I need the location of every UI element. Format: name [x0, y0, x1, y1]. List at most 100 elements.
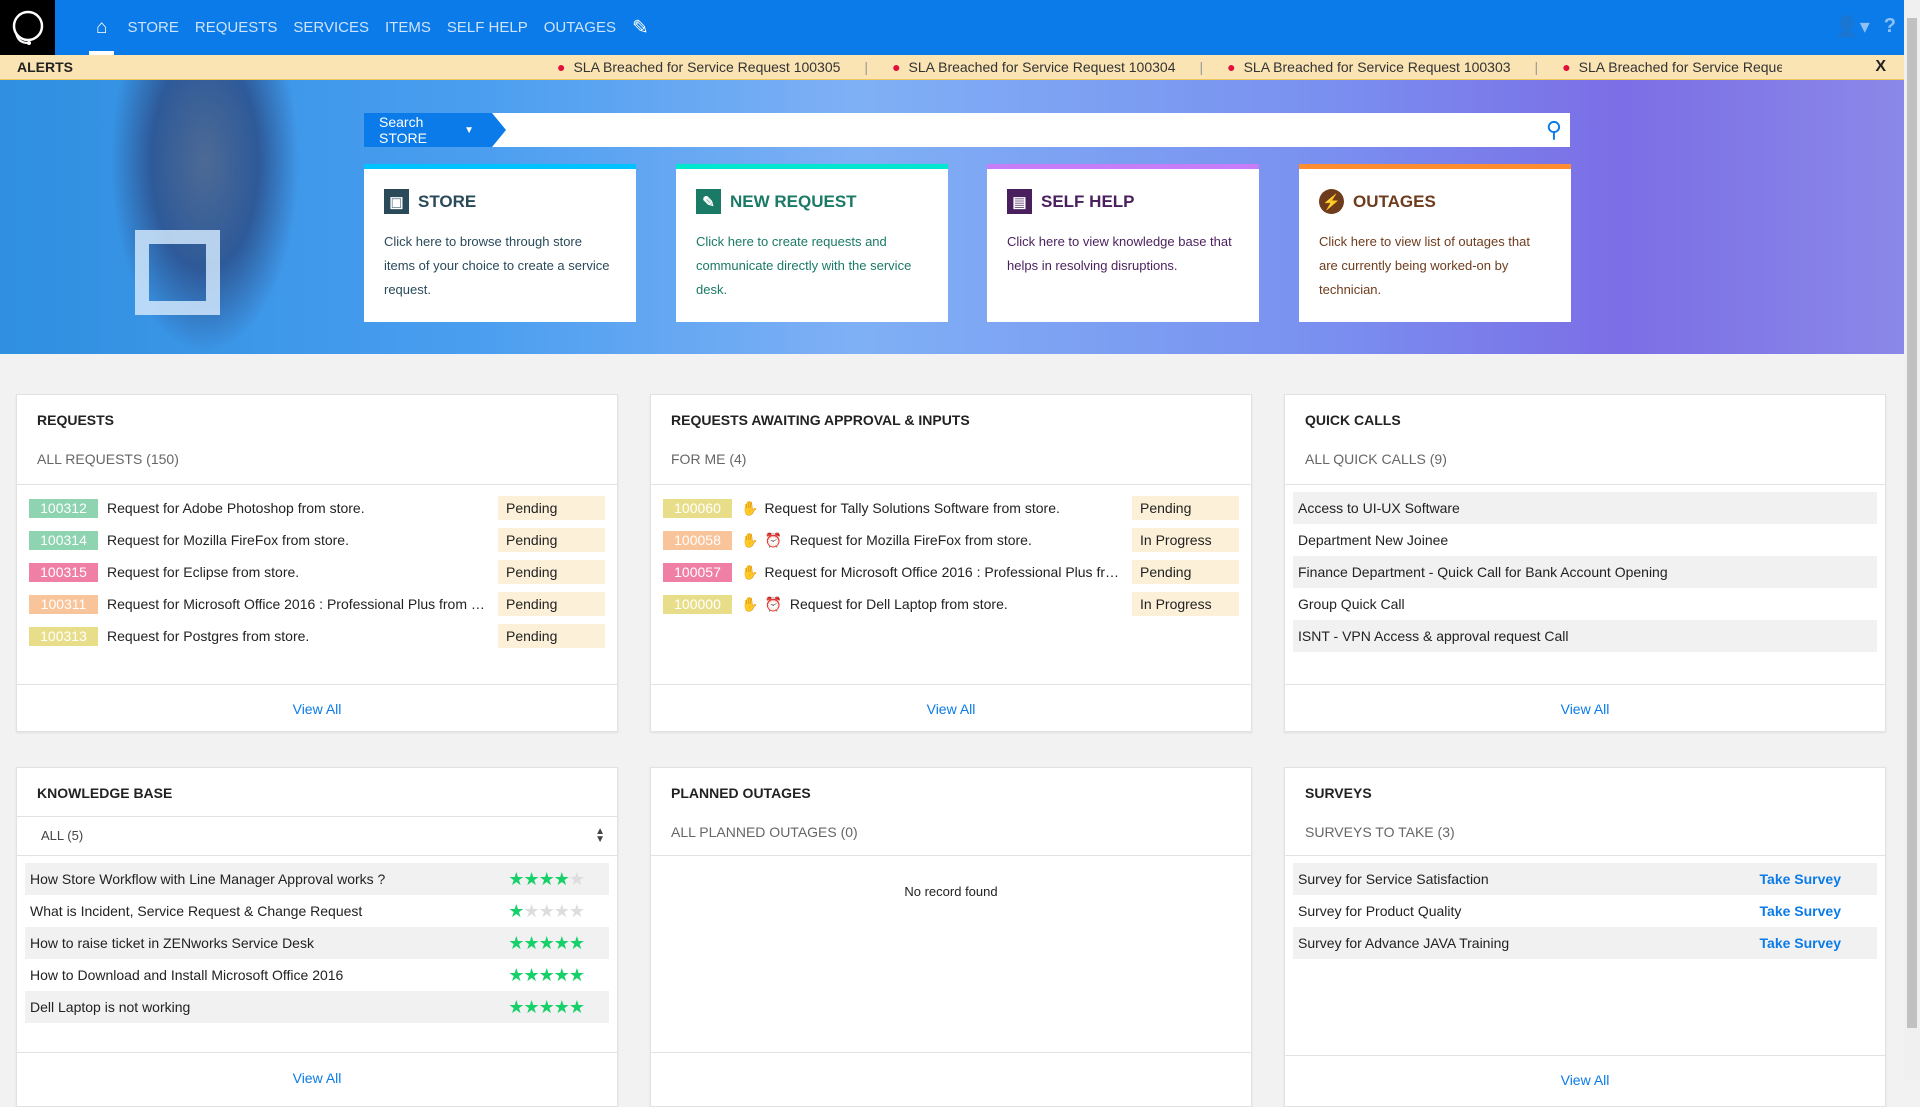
- hand-icon: ✋: [741, 499, 759, 516]
- headset-logo-icon: [12, 10, 43, 45]
- alert-item[interactable]: ● SLA Breached for Service Request 100304: [892, 59, 1175, 75]
- star-icon: ★: [523, 868, 539, 889]
- approval-row[interactable]: 100060 ✋ Request for Tally Solutions Softw…: [663, 492, 1239, 524]
- view-all-link[interactable]: View All: [1560, 1072, 1610, 1088]
- request-id-badge[interactable]: 100057: [663, 562, 732, 582]
- kb-article-title[interactable]: How to Download and Install Microsoft Of…: [30, 967, 344, 983]
- request-title[interactable]: Request for Mozilla FireFox from store.: [789, 532, 1032, 548]
- view-all-link[interactable]: View All: [292, 701, 342, 717]
- request-id-badge[interactable]: 100058: [663, 530, 732, 550]
- approval-row[interactable]: 100000 ✋ ⏰ Request for Dell Laptop from sto…: [663, 588, 1239, 620]
- kb-article-row[interactable]: How to Download and Install Microsoft Of…: [25, 959, 609, 991]
- panel-title: QUICK CALLS: [1305, 412, 1401, 428]
- request-row[interactable]: 100311 Request for Microsoft Office 2016 …: [29, 588, 605, 620]
- take-survey-link[interactable]: Take Survey: [1759, 903, 1841, 919]
- all-quick-calls-link[interactable]: ALL QUICK CALLS (9): [1305, 451, 1447, 467]
- nav-store[interactable]: STORE: [127, 19, 179, 36]
- home-icon[interactable]: ⌂: [88, 0, 116, 55]
- quick-call-item[interactable]: Group Quick Call: [1298, 596, 1405, 612]
- request-id-badge[interactable]: 100313: [29, 626, 98, 646]
- take-survey-link[interactable]: Take Survey: [1759, 871, 1841, 887]
- star-icon: ★: [508, 900, 524, 921]
- kb-filter-select[interactable]: ALL (5) ▲ ▼: [41, 816, 605, 855]
- logo[interactable]: [0, 0, 55, 55]
- kb-article-row[interactable]: Dell Laptop is not working ★★★★★: [25, 991, 609, 1023]
- surveys-to-take-link[interactable]: SURVEYS TO TAKE (3): [1305, 824, 1455, 840]
- request-row[interactable]: 100313 Request for Postgres from store. Pe…: [29, 620, 605, 652]
- book-icon: ▤: [1007, 189, 1032, 214]
- user-menu-icon[interactable]: 👤▾: [1834, 16, 1870, 38]
- quick-call-item[interactable]: ISNT - VPN Access & approval request Cal…: [1293, 620, 1877, 652]
- search-scope-dropdown[interactable]: Search STORE ▼: [364, 113, 506, 147]
- view-all-link[interactable]: View All: [1560, 701, 1610, 717]
- status-badge: Pending: [498, 496, 605, 520]
- request-id-badge[interactable]: 100314: [29, 530, 98, 550]
- request-id-badge[interactable]: 100000: [663, 594, 732, 614]
- request-row[interactable]: 100314 Request for Mozilla FireFox from s…: [29, 524, 605, 556]
- all-planned-outages-link[interactable]: ALL PLANNED OUTAGES (0): [671, 824, 858, 840]
- kb-filter-value: ALL (5): [41, 828, 84, 843]
- all-requests-link[interactable]: ALL REQUESTS (150): [37, 451, 179, 467]
- request-id-badge[interactable]: 100060: [663, 498, 732, 518]
- alert-item[interactable]: ● SLA Breached for Service Request 100305: [557, 59, 840, 75]
- kb-article-row[interactable]: How Store Workflow with Line Manager App…: [25, 863, 609, 895]
- star-icon: ★: [523, 996, 539, 1017]
- kb-article-title[interactable]: How Store Workflow with Line Manager App…: [30, 871, 386, 887]
- nav-self-help[interactable]: SELF HELP: [446, 19, 528, 36]
- request-row[interactable]: 100315 Request for Eclipse from store. Pen…: [29, 556, 605, 588]
- view-all-link[interactable]: View All: [926, 701, 976, 717]
- kb-article-title[interactable]: What is Incident, Service Request & Chan…: [30, 903, 363, 919]
- take-survey-link[interactable]: Take Survey: [1759, 935, 1841, 951]
- kb-article-title[interactable]: How to raise ticket in ZENworks Service …: [30, 935, 314, 951]
- surveys-panel: SURVEYS SURVEYS TO TAKE (3) Survey for S…: [1284, 767, 1886, 1107]
- request-id-badge[interactable]: 100312: [29, 498, 98, 518]
- quick-call-item[interactable]: Access to UI-UX Software: [1293, 492, 1877, 524]
- search-icon[interactable]: ⚲: [1545, 117, 1562, 142]
- quick-calls-panel: QUICK CALLS ALL QUICK CALLS (9) Access t…: [1284, 394, 1886, 732]
- alert-item[interactable]: ● SLA Breached for Service Request :: [1562, 59, 1782, 75]
- nav-requests[interactable]: REQUESTS: [194, 19, 278, 36]
- divider: [651, 684, 1251, 685]
- search-input[interactable]: [512, 113, 1546, 147]
- request-title[interactable]: Request for Microsoft Office 2016 : Prof…: [764, 564, 1132, 580]
- hero-card-outages[interactable]: ⚡ OUTAGES Click here to view list of outag…: [1299, 164, 1571, 322]
- kb-article-title[interactable]: Dell Laptop is not working: [30, 999, 191, 1015]
- for-me-link[interactable]: FOR ME (4): [671, 451, 747, 467]
- hand-icon: ✋: [741, 563, 759, 580]
- edit-icon[interactable]: ✎: [631, 17, 649, 39]
- request-title[interactable]: Request for Microsoft Office 2016 : Prof…: [107, 596, 498, 612]
- hero-card-new-request[interactable]: ✎ NEW REQUEST Click here to create request…: [676, 164, 948, 322]
- nav-items[interactable]: ITEMS: [385, 19, 431, 36]
- kb-article-row[interactable]: How to raise ticket in ZENworks Service …: [25, 927, 609, 959]
- close-alerts-button[interactable]: X: [1875, 58, 1886, 75]
- kb-article-row[interactable]: What is Incident, Service Request & Chan…: [25, 895, 609, 927]
- help-icon[interactable]: ?: [1883, 15, 1896, 37]
- scrollbar-thumb[interactable]: [1907, 18, 1917, 1028]
- alert-item[interactable]: ● SLA Breached for Service Request 100303: [1227, 59, 1510, 75]
- request-row[interactable]: 100312 Request for Adobe Photoshop from s…: [29, 492, 605, 524]
- quick-call-item[interactable]: Department New Joinee: [1298, 532, 1449, 548]
- quick-call-item[interactable]: Finance Department - Quick Call for Bank…: [1293, 556, 1877, 588]
- hero-card-store[interactable]: ▣ STORE Click here to browse through store…: [364, 164, 636, 322]
- approval-row[interactable]: 100057 ✋ Request for Microsoft Office 2016…: [663, 556, 1239, 588]
- pin-icon: ●: [1227, 59, 1236, 75]
- request-id-badge[interactable]: 100311: [29, 594, 98, 614]
- request-title[interactable]: Request for Tally Solutions Software fro…: [764, 500, 1060, 516]
- request-title[interactable]: Request for Eclipse from store.: [107, 564, 300, 580]
- request-title[interactable]: Request for Dell Laptop from store.: [789, 596, 1008, 612]
- request-id-badge[interactable]: 100315: [29, 562, 98, 582]
- request-title[interactable]: Request for Adobe Photoshop from store.: [107, 500, 365, 516]
- request-title[interactable]: Request for Mozilla FireFox from store.: [107, 532, 349, 548]
- nav-services[interactable]: SERVICES: [293, 19, 369, 36]
- nav-outages[interactable]: OUTAGES: [543, 19, 616, 36]
- divider: [17, 855, 617, 856]
- star-icon: ★: [568, 996, 585, 1017]
- hero-card-self-help[interactable]: ▤ SELF HELP Click here to view knowledge b…: [987, 164, 1259, 322]
- star-icon: ★: [553, 900, 570, 921]
- divider: [651, 1052, 1251, 1053]
- request-title[interactable]: Request for Postgres from store.: [107, 628, 310, 644]
- scrollbar[interactable]: [1904, 0, 1920, 1080]
- status-badge: Pending: [498, 560, 605, 584]
- approval-row[interactable]: 100058 ✋ ⏰ Request for Mozilla FireFox from…: [663, 524, 1239, 556]
- view-all-link[interactable]: View All: [292, 1070, 342, 1086]
